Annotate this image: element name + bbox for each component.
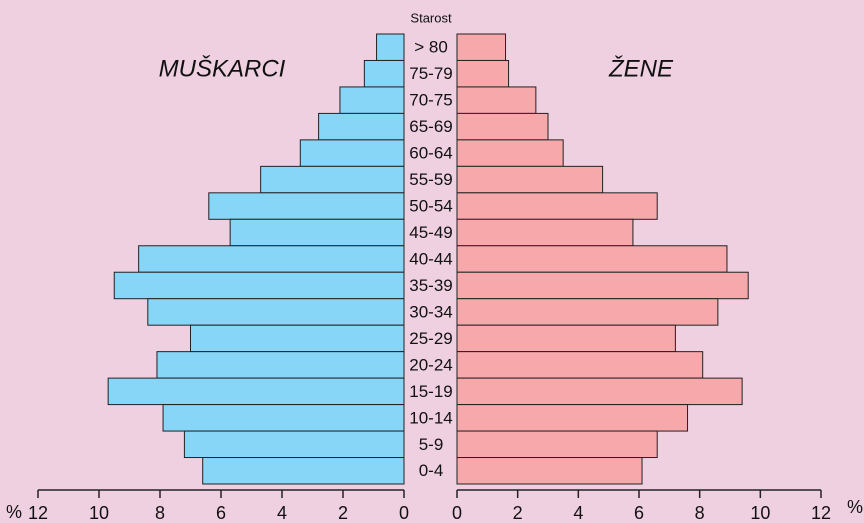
x-tick-label: 8 xyxy=(155,503,165,523)
bar-male xyxy=(339,86,405,114)
category-label: 50-54 xyxy=(409,197,452,216)
category-label: 45-49 xyxy=(409,223,452,242)
bar-female xyxy=(456,298,719,326)
category-label: 10-14 xyxy=(409,408,452,427)
bar-male xyxy=(202,457,405,485)
category-label: 65-69 xyxy=(409,117,452,136)
category-label: 25-29 xyxy=(409,329,452,348)
x-tick-label: 12 xyxy=(28,503,48,523)
category-label: 30-34 xyxy=(409,302,452,321)
x-tick-label: 4 xyxy=(277,503,287,523)
x-tick-label: 8 xyxy=(695,503,705,523)
bar-female xyxy=(456,457,643,485)
category-label: 55-59 xyxy=(409,170,452,189)
bar-male xyxy=(162,404,405,432)
x-tick-label: 6 xyxy=(634,503,644,523)
bar-female xyxy=(456,33,507,61)
bar-male xyxy=(156,351,405,379)
bar-female xyxy=(456,404,689,432)
category-label: 60-64 xyxy=(409,144,452,163)
bar-female xyxy=(456,192,658,220)
category-label: 35-39 xyxy=(409,276,452,295)
bar-female xyxy=(456,351,704,379)
x-tick-label: 12 xyxy=(811,503,831,523)
bar-female xyxy=(456,139,564,167)
category-label: Starost xyxy=(410,10,452,25)
x-tick-label: 10 xyxy=(89,503,109,523)
x-tick-label: 0 xyxy=(399,503,409,523)
x-tick-label: 0 xyxy=(452,503,462,523)
bar-male xyxy=(318,112,405,141)
category-label: 15-19 xyxy=(409,382,452,401)
bar-female xyxy=(456,245,728,273)
bar-female xyxy=(456,218,634,247)
bar-male xyxy=(138,245,405,273)
bar-male xyxy=(229,218,405,247)
bar-female xyxy=(456,165,604,194)
bar-male xyxy=(183,430,405,459)
category-label: > 80 xyxy=(414,38,448,57)
bar-male xyxy=(208,192,405,220)
x-tick-label: 6 xyxy=(216,503,226,523)
bar-male xyxy=(190,324,405,353)
x-label: % xyxy=(6,502,22,522)
bar-male xyxy=(260,165,405,194)
category-label: 75-79 xyxy=(409,64,452,83)
bar-female xyxy=(456,271,749,300)
bar-male xyxy=(299,139,405,167)
bar-female xyxy=(456,430,658,459)
legend-male: MUŠKARCI xyxy=(159,54,286,82)
bar-male xyxy=(376,33,405,61)
bar-female xyxy=(456,86,537,114)
bar-female xyxy=(456,59,510,88)
x-tick-label: 2 xyxy=(338,503,348,523)
bar-male xyxy=(363,59,405,88)
x-tick-label: 2 xyxy=(513,503,523,523)
category-label: 40-44 xyxy=(409,249,452,268)
category-label: 20-24 xyxy=(409,355,452,374)
bar-male xyxy=(147,298,405,326)
x-label: % xyxy=(847,497,863,517)
bar-female xyxy=(456,377,743,406)
bar-male xyxy=(107,377,405,406)
category-label: 70-75 xyxy=(409,91,452,110)
category-label: 0-4 xyxy=(419,461,444,480)
bar-female xyxy=(456,112,549,141)
legend-female: ŽENE xyxy=(608,55,674,82)
category-label: 5-9 xyxy=(419,435,444,454)
bar-female xyxy=(456,324,676,353)
bar-male xyxy=(113,271,405,300)
x-tick-label: 4 xyxy=(573,503,583,523)
x-tick-label: 10 xyxy=(750,503,770,523)
